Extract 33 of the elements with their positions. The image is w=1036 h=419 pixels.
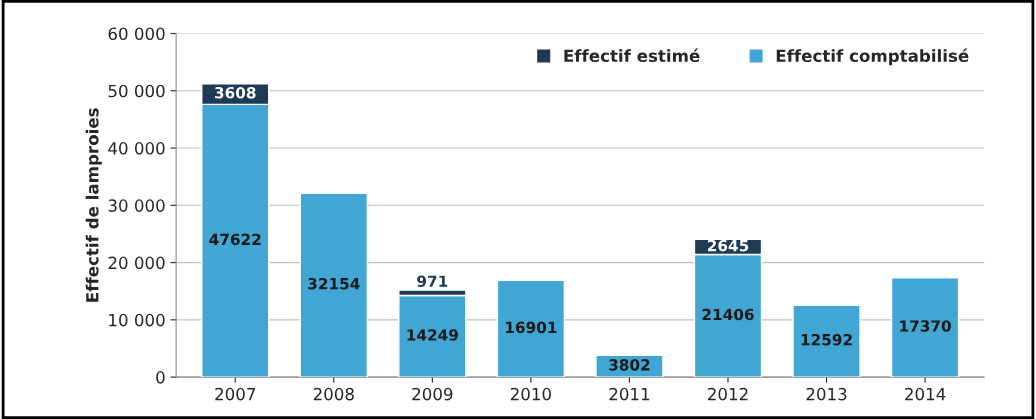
x-tick-label: 2011 [609,387,650,401]
data-label: 16901 [506,321,557,334]
bar [890,276,960,378]
data-label: 32154 [308,277,360,290]
data-label: 14249 [407,329,458,341]
x-tick-label: 2008 [313,387,354,401]
y-tick-label: 0 [156,371,165,384]
x-tick-label: 2012 [707,387,748,401]
x-tick-label: 2010 [510,387,551,401]
x-tick-label: 2009 [412,387,453,401]
y-tick-label: 40 000 [108,142,165,155]
y-tick-label: 30 000 [108,199,165,212]
y-tick-label: 50 000 [108,84,165,98]
data-label: 21406 [702,308,754,321]
x-tick-label: 2014 [905,387,946,401]
data-label: 3802 [609,359,650,371]
bar [792,304,861,378]
y-axis-title: Effectif de lamproies [85,108,102,302]
data-label: 2645 [707,239,749,252]
legend-label: Effectif comptabilisé [776,48,969,66]
x-tick-label: 2013 [806,387,847,401]
y-tick-label: 60 000 [108,27,165,41]
data-label: 3608 [215,86,256,99]
data-label: 12592 [801,333,852,346]
data-label: 971 [417,275,448,287]
y-tick-label: 20 000 [108,256,165,270]
data-label: 47622 [209,233,261,246]
bar [299,192,368,378]
bar [496,279,566,378]
y-tick-label: 10 000 [109,313,165,327]
data-label: 17370 [900,320,951,332]
x-tick-label: 2007 [215,387,256,401]
legend-label: Effectif estimé [564,48,700,63]
